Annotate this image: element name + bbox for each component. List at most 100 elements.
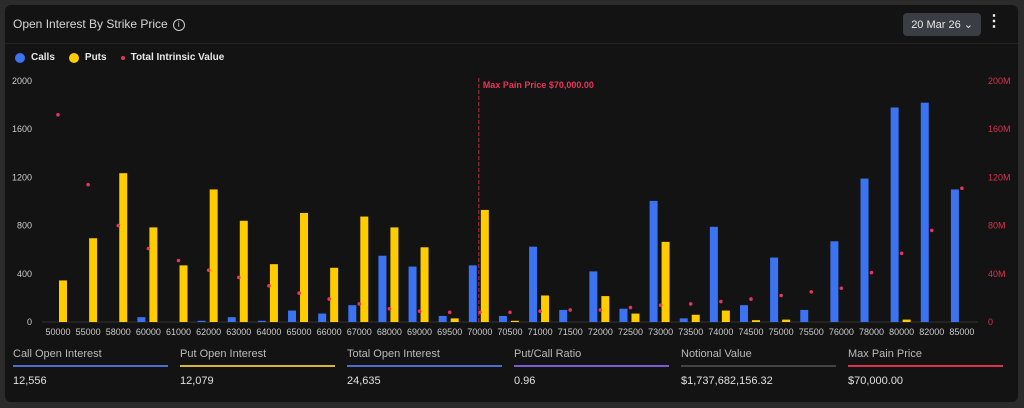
x-tick-label: 80000 xyxy=(889,327,914,337)
legend-puts[interactable]: Puts xyxy=(68,52,107,63)
intrinsic-point xyxy=(628,305,633,310)
expiry-date-value: 20 Mar 26 xyxy=(911,19,961,31)
x-tick-label: 64000 xyxy=(256,327,281,337)
calls-dot-icon xyxy=(15,52,25,63)
legend-intrinsic[interactable]: Total Intrinsic Value xyxy=(120,52,225,63)
calls-bar xyxy=(890,107,899,322)
calls-bar xyxy=(257,320,266,322)
x-tick-label: 69500 xyxy=(437,327,462,337)
calls-bar xyxy=(348,305,357,322)
x-tick-label: 82000 xyxy=(919,327,944,337)
stat-value: $1,737,682,156.32 xyxy=(681,375,773,387)
x-tick-label: 71500 xyxy=(558,327,583,337)
expiry-date-select[interactable]: 20 Mar 26 ⌄ xyxy=(903,13,981,36)
intrinsic-point xyxy=(236,275,241,280)
x-tick-label: 66000 xyxy=(317,327,342,337)
calls-bar xyxy=(830,241,839,322)
puts-bar xyxy=(89,238,98,322)
puts-bar xyxy=(751,320,760,322)
chevron-down-icon: ⌄ xyxy=(963,19,973,31)
x-tick-label: 74500 xyxy=(738,327,763,337)
stat-label: Total Open Interest xyxy=(347,348,440,360)
intrinsic-point xyxy=(297,291,301,295)
puts-bar xyxy=(300,212,309,322)
stat-underline xyxy=(848,365,1003,367)
x-tick-label: 60000 xyxy=(136,327,161,337)
intrinsic-point xyxy=(327,297,331,301)
stat-value: 12,556 xyxy=(13,375,47,387)
intrinsic-dot-icon xyxy=(120,55,125,60)
chart-title: Open Interest By Strike Price i xyxy=(13,17,185,31)
calls-bar xyxy=(137,317,146,322)
calls-bar xyxy=(860,178,869,322)
x-tick-label: 69000 xyxy=(407,327,432,337)
puts-bar xyxy=(149,227,158,322)
intrinsic-point xyxy=(146,246,151,251)
chart-card: Open Interest By Strike Price i 20 Mar 26… xyxy=(5,5,1018,402)
x-tick-label: 67000 xyxy=(347,327,372,337)
x-tick-label: 63000 xyxy=(226,327,251,337)
stat-value: $70,000.00 xyxy=(848,375,904,387)
intrinsic-point xyxy=(176,258,181,263)
stat-value: 12,079 xyxy=(180,375,214,387)
y-tick-label: 0 xyxy=(27,317,32,327)
stats-row: Call Open Interest 12,556 Put Open Interes… xyxy=(13,348,1003,387)
stat-underline xyxy=(514,365,669,367)
intrinsic-point xyxy=(809,290,814,294)
x-tick-label: 71000 xyxy=(528,327,553,337)
intrinsic-point xyxy=(56,112,60,117)
intrinsic-point xyxy=(869,270,874,275)
puts-bar xyxy=(390,227,399,322)
x-tick-label: 85000 xyxy=(949,327,974,337)
intrinsic-point xyxy=(447,310,452,315)
puts-bar xyxy=(330,267,339,322)
intrinsic-point xyxy=(899,251,904,256)
stat-notional-value: Notional Value $1,737,682,156.32 xyxy=(681,348,836,387)
puts-bar xyxy=(541,295,550,322)
calls-bar xyxy=(920,102,929,322)
puts-bar xyxy=(360,216,369,322)
calls-bar xyxy=(529,246,538,322)
puts-bar xyxy=(510,320,519,322)
calls-bar xyxy=(950,189,959,322)
stat-label: Put/Call Ratio xyxy=(514,348,582,360)
y2-tick-label: 0 xyxy=(988,317,993,327)
stat-max-pain-price: Max Pain Price $70,000.00 xyxy=(848,348,1003,387)
calls-bar xyxy=(649,200,658,322)
info-icon[interactable]: i xyxy=(172,18,185,31)
legend-intrinsic-label: Total Intrinsic Value xyxy=(130,52,225,63)
intrinsic-point xyxy=(86,182,90,187)
x-tick-label: 76000 xyxy=(829,327,854,337)
calls-bar xyxy=(197,320,206,322)
intrinsic-point xyxy=(387,306,392,311)
x-tick-label: 55000 xyxy=(76,327,101,337)
x-tick-label: 74000 xyxy=(708,327,733,337)
puts-bar xyxy=(420,247,429,322)
intrinsic-point xyxy=(839,286,844,291)
x-tick-label: 78000 xyxy=(859,327,884,337)
x-tick-label: 72500 xyxy=(618,327,643,337)
intrinsic-point xyxy=(688,302,693,306)
intrinsic-point xyxy=(929,228,934,233)
calls-bar xyxy=(438,315,447,322)
stat-total-open-interest: Total Open Interest 24,635 xyxy=(347,348,502,387)
legend-calls[interactable]: Calls xyxy=(15,52,55,63)
y2-tick-label: 80M xyxy=(988,221,1006,231)
intrinsic-point xyxy=(960,186,964,191)
calls-bar xyxy=(800,309,809,322)
puts-bar xyxy=(661,241,670,322)
puts-bar xyxy=(721,310,730,322)
puts-bar xyxy=(902,319,911,322)
intrinsic-point xyxy=(719,299,723,304)
x-tick-label: 58000 xyxy=(106,327,131,337)
card-header: Open Interest By Strike Price i 20 Mar 26… xyxy=(5,5,1018,44)
calls-bar xyxy=(679,318,688,322)
calls-bar xyxy=(498,315,507,322)
puts-dot-icon xyxy=(68,52,79,63)
intrinsic-point xyxy=(417,309,422,313)
kebab-icon[interactable]: ⋮ xyxy=(986,13,1002,30)
calls-bar xyxy=(227,317,236,322)
stat-value: 0.96 xyxy=(514,375,536,387)
x-tick-label: 75000 xyxy=(769,327,794,337)
y2-tick-label: 120M xyxy=(988,172,1011,182)
